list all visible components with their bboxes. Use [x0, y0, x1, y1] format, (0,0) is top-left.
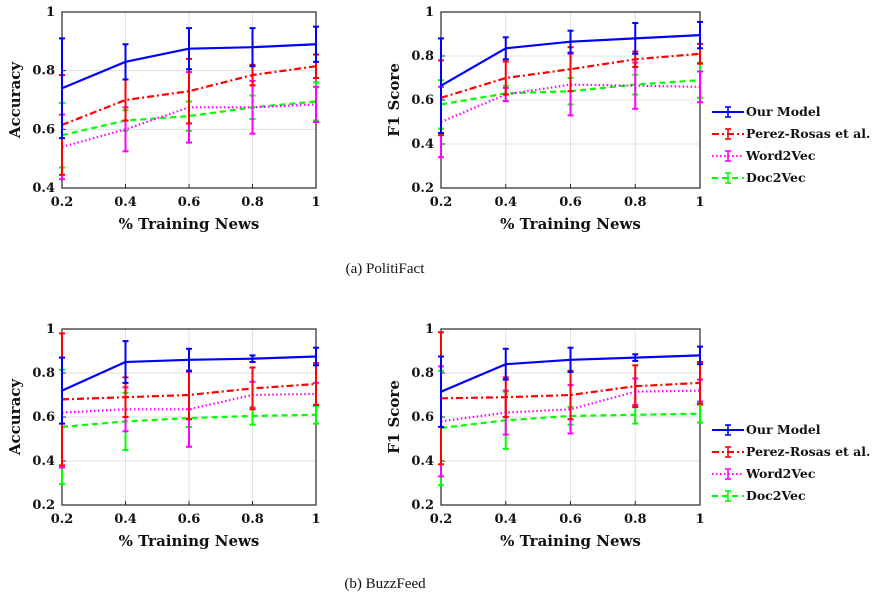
series-line — [61, 413, 317, 428]
y-tick-label: 1 — [425, 5, 434, 20]
legend-label: Doc2Vec — [746, 488, 806, 503]
series-line — [440, 381, 701, 400]
y-tick-label: 0.4 — [32, 181, 55, 196]
legend-item: Our Model — [712, 422, 821, 437]
x-tick-label: 0.4 — [114, 512, 137, 527]
y-axis-label: Accuracy — [6, 378, 24, 457]
x-tick-label: 0.4 — [494, 512, 517, 527]
series-our-model — [59, 25, 319, 140]
series-perez-rosas-et-al — [438, 331, 703, 466]
x-tick-label: 0.8 — [624, 512, 647, 527]
x-tick-label: 0.6 — [559, 512, 582, 527]
y-tick-label: 0.6 — [32, 122, 55, 137]
y-tick-label: 1 — [46, 322, 55, 337]
x-tick-label: 0.8 — [241, 195, 264, 210]
series-our-model — [59, 340, 319, 425]
legend-label: Word2Vec — [745, 148, 816, 163]
y-tick-label: 1 — [425, 322, 434, 337]
x-tick-label: 0.6 — [178, 512, 201, 527]
legend-label: Our Model — [746, 104, 821, 119]
series-line — [61, 392, 317, 414]
y-tick-label: 0.2 — [411, 181, 434, 196]
x-tick-label: 1 — [695, 195, 704, 210]
chart-b-left: 0.2 0.4 0.6 0.8 1 0.2 0.4 0.6 0.8 1 % Training New… — [6, 322, 321, 550]
x-axis-label: % Training News — [500, 532, 641, 550]
x-tick-label: 0.2 — [51, 195, 74, 210]
x-axis-label: % Training News — [500, 215, 641, 233]
legend-item: Word2Vec — [712, 148, 816, 163]
y-tick-label: 0.8 — [32, 64, 55, 79]
x-tick-label: 0.8 — [241, 512, 264, 527]
y-tick-label: 0.6 — [32, 410, 55, 425]
x-axis-label: % Training News — [119, 532, 260, 550]
y-tick-label: 0.4 — [411, 454, 434, 469]
x-tick-label: 0.2 — [430, 512, 453, 527]
legend-label: Doc2Vec — [746, 170, 806, 185]
caption-buzzfeed: (b) BuzzFeed — [344, 576, 426, 592]
y-tick-label: 0.6 — [411, 93, 434, 108]
y-tick-label: 0.4 — [32, 454, 55, 469]
x-tick-label: 1 — [311, 512, 320, 527]
y-tick-label: 1 — [46, 5, 55, 20]
y-tick-label: 0.2 — [411, 498, 434, 513]
x-tick-label: 0.2 — [430, 195, 453, 210]
legend-label: Word2Vec — [745, 466, 816, 481]
chart-b-right: 0.2 0.4 0.6 0.8 1 0.2 0.4 0.6 0.8 1 % Training New… — [385, 322, 705, 550]
legend-label: Our Model — [746, 422, 821, 437]
x-tick-label: 1 — [695, 512, 704, 527]
legend-item: Our Model — [712, 104, 821, 119]
series-our-model — [438, 20, 703, 134]
legend-item: Doc2Vec — [712, 488, 806, 503]
y-tick-label: 0.4 — [411, 137, 434, 152]
series-line — [440, 34, 701, 87]
legend-item: Perez-Rosas et al. — [712, 126, 870, 141]
y-axis-label: F1 Score — [385, 380, 403, 454]
series-line — [61, 382, 317, 401]
y-tick-label: 0.2 — [32, 498, 55, 513]
legend-item: Doc2Vec — [712, 170, 806, 185]
series-our-model — [438, 345, 703, 428]
series-line — [61, 100, 317, 137]
x-axis-label: % Training News — [119, 215, 260, 233]
x-tick-label: 0.6 — [559, 195, 582, 210]
legend-politifact: Our Model Perez-Rosas et al. Word2Vec Doc2V… — [712, 104, 870, 185]
chart-a-right: 0.2 0.4 0.6 0.8 1 0.2 0.4 0.6 0.8 1 % Training New… — [385, 5, 705, 233]
x-tick-label: 1 — [311, 195, 320, 210]
chart-a-left: 0.2 0.4 0.6 0.8 10.40.60.81% Training NewsAc… — [6, 5, 321, 233]
legend-label: Perez-Rosas et al. — [746, 126, 870, 141]
series-line — [440, 354, 701, 393]
legend-item: Perez-Rosas et al. — [712, 444, 870, 459]
x-tick-label: 0.6 — [178, 195, 201, 210]
legend-item: Word2Vec — [712, 466, 816, 481]
series-line — [61, 43, 317, 90]
y-axis-label: Accuracy — [6, 61, 24, 140]
y-tick-label: 0.8 — [411, 49, 434, 64]
y-tick-label: 0.8 — [32, 366, 55, 381]
series-line — [440, 52, 701, 99]
x-tick-label: 0.4 — [114, 195, 137, 210]
y-tick-label: 0.8 — [411, 366, 434, 381]
y-tick-label: 0.6 — [411, 410, 434, 425]
legend-buzzfeed: Our Model Perez-Rosas et al. Word2Vec Doc2V… — [712, 422, 870, 503]
series-line — [61, 355, 317, 392]
legend-label: Perez-Rosas et al. — [746, 444, 870, 459]
x-tick-label: 0.4 — [494, 195, 517, 210]
series-line — [61, 65, 317, 126]
chart-layer: 0.2 0.4 0.6 0.8 10.40.60.81% Training NewsAc… — [6, 5, 705, 550]
caption-politifact: (a) PolitiFact — [346, 261, 426, 277]
y-axis-label: F1 Score — [385, 63, 403, 137]
x-tick-label: 0.8 — [624, 195, 647, 210]
x-tick-label: 0.2 — [51, 512, 74, 527]
